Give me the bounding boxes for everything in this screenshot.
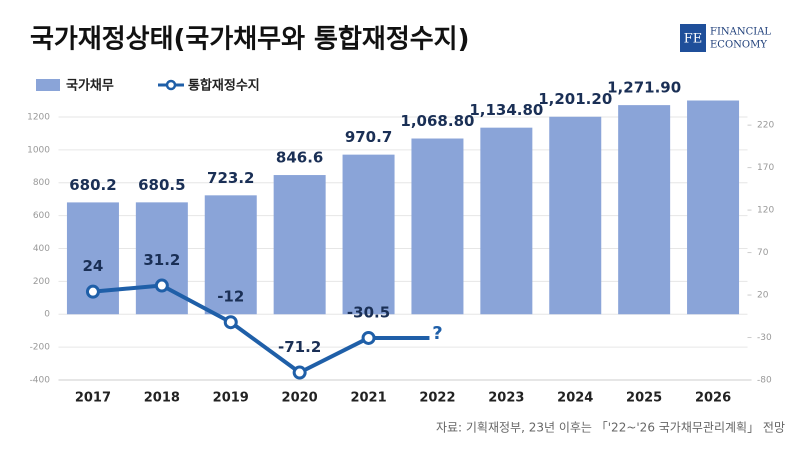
- y-tick-label: -200: [30, 343, 51, 353]
- y-tick-label: 600: [33, 211, 50, 221]
- y-tick-label: -400: [30, 376, 51, 386]
- bar: [204, 195, 257, 315]
- y2-tick-label: 120: [757, 206, 774, 216]
- bar-value-label: 1,201.20: [538, 90, 612, 108]
- x-tick-label: 2022: [419, 391, 455, 406]
- y-tick-label: 1200: [27, 112, 50, 122]
- line-value-label: -12: [217, 288, 244, 306]
- line-point: [292, 365, 307, 380]
- bar-value-label: 846.6: [276, 149, 323, 167]
- bar-value-label: 1,134.80: [469, 101, 543, 119]
- bar-value-label: 680.5: [138, 176, 185, 194]
- bar: [618, 105, 671, 315]
- y-tick-label: 400: [33, 244, 50, 254]
- bar: [411, 138, 464, 315]
- x-tick-label: 2026: [695, 391, 731, 406]
- bar-value-label: 970.7: [345, 128, 392, 146]
- x-tick-label: 2024: [557, 391, 593, 406]
- annotation: ?: [432, 323, 442, 344]
- y2-tick-label: 220: [757, 121, 774, 131]
- chart-title: 국가재정상태(국가채무와 통합재정수지): [30, 25, 469, 55]
- y2-tick-label: -80: [757, 376, 772, 386]
- bar: [342, 154, 395, 315]
- line-point: [223, 315, 238, 330]
- logo-text: FINANCIAL: [710, 27, 771, 38]
- bar: [273, 175, 326, 315]
- x-tick-label: 2020: [282, 391, 318, 406]
- logo-text: ECONOMY: [710, 40, 767, 51]
- legend-swatch: [36, 79, 60, 91]
- y2-tick-label: 170: [757, 163, 774, 173]
- bar-value-label: 723.2: [207, 169, 254, 187]
- x-tick-label: 2019: [213, 391, 249, 406]
- bar-value-label: 680.2: [69, 176, 116, 194]
- x-tick-label: 2021: [350, 391, 386, 406]
- line-value-label: -71.2: [278, 338, 321, 356]
- y-tick-label: 1000: [27, 145, 50, 155]
- x-tick-label: 2018: [144, 391, 180, 406]
- legend-label: 국가채무: [66, 79, 114, 94]
- y-tick-label: 0: [44, 310, 50, 320]
- bar: [480, 127, 533, 315]
- line-value-label: 24: [83, 257, 104, 275]
- y2-tick-label: 70: [757, 248, 769, 258]
- bar: [687, 100, 740, 315]
- legend-swatch: [165, 79, 177, 91]
- source: 자료: 기획재정부, 23년 이후는 「'22~'26 국가채무관리계획」 전망: [436, 421, 785, 435]
- x-tick-label: 2017: [75, 391, 111, 406]
- line-point: [154, 278, 169, 293]
- bar-value-label: 1,271.90: [607, 79, 681, 97]
- legend-label: 통합재정수지: [188, 78, 260, 94]
- x-tick-label: 2023: [488, 391, 524, 406]
- y-tick-label: 200: [33, 277, 50, 287]
- logo-box: [680, 24, 706, 52]
- line-value-label: 31.2: [143, 251, 180, 269]
- line-point: [85, 284, 100, 299]
- logo-mark: FE: [684, 32, 703, 47]
- y-tick-label: 800: [33, 178, 50, 188]
- bar-value-label: 1,068.80: [400, 112, 474, 130]
- y2-tick-label: 20: [757, 291, 769, 301]
- y2-tick-label: -30: [757, 333, 772, 343]
- line-value-label: -30.5: [347, 303, 390, 321]
- x-tick-label: 2025: [626, 391, 662, 406]
- line-point: [361, 330, 376, 345]
- bar: [549, 116, 602, 315]
